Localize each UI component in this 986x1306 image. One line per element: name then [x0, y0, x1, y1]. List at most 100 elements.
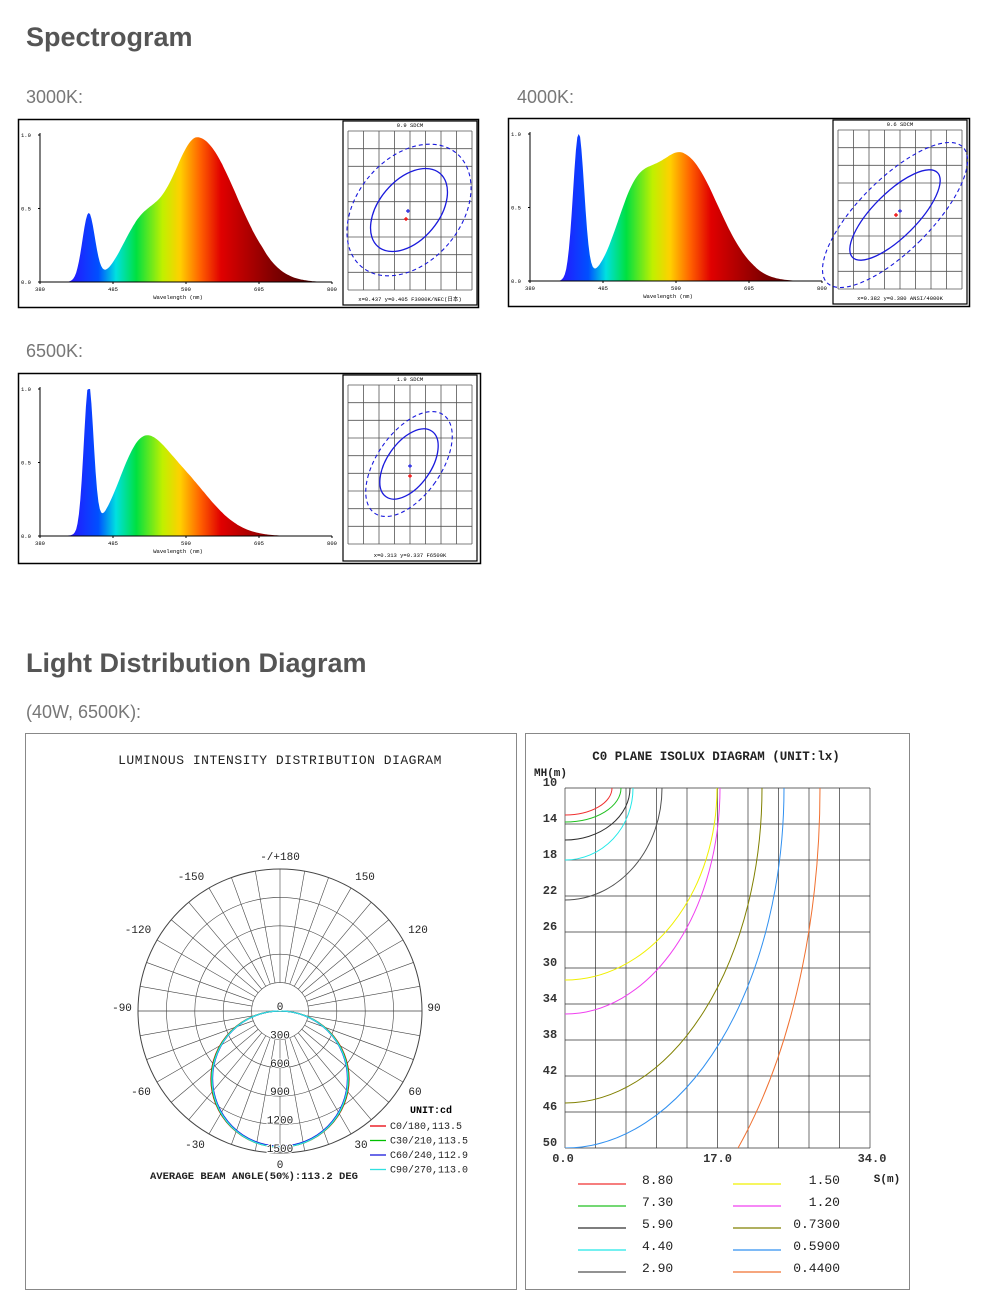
angle-label: 90 [427, 1003, 440, 1015]
x-tick-label: 695 [254, 286, 264, 293]
isolux-curve [565, 788, 718, 981]
y-tick-label: 10 [543, 776, 557, 790]
y-tick-label: 34 [543, 992, 557, 1006]
legend-label: 5.90 [642, 1217, 673, 1232]
y-tick-label: 50 [543, 1136, 557, 1150]
angle-label: 0 [277, 1160, 284, 1172]
y-tick-label: 38 [543, 1028, 557, 1042]
isolux-curve [737, 788, 821, 1148]
x-tick-label: 485 [108, 540, 118, 547]
legend-label: 0.4400 [793, 1261, 840, 1276]
x-tick-label: 0.0 [552, 1152, 574, 1166]
x-tick-label: 800 [327, 540, 337, 547]
axis-label: Wavelength (nm) [153, 548, 203, 555]
x-axis-label: S(m) [874, 1174, 900, 1186]
sdcm-ellipse [369, 167, 449, 253]
section-title: Light Distribution Diagram [26, 648, 367, 678]
x-tick-label: 380 [525, 285, 535, 292]
legend-label: 8.80 [642, 1173, 673, 1188]
x-tick-label: 695 [254, 540, 264, 547]
y-tick-label: 1.0 [511, 131, 521, 138]
x-tick-label: 695 [744, 285, 754, 292]
radius-label: 600 [270, 1059, 290, 1071]
x-tick-label: 485 [108, 286, 118, 293]
sdcm-ellipse-outer [365, 410, 453, 518]
axis-label: Wavelength (nm) [643, 293, 693, 300]
sdcm-title: 0.9 SDCM [397, 122, 423, 129]
angle-label: -90 [112, 1003, 132, 1015]
isolux-curve [565, 788, 721, 1015]
isolux-curve [565, 788, 622, 823]
subtitle: (40W, 6500K): [26, 702, 141, 722]
sdcm-title: 1.9 SDCM [397, 376, 423, 383]
angle-label: 150 [355, 872, 375, 884]
legend-label: 0.5900 [793, 1239, 840, 1254]
legend-label: 2.90 [642, 1261, 673, 1276]
radius-label: 1500 [267, 1144, 293, 1156]
y-tick-label: 42 [543, 1064, 557, 1078]
y-tick-label: 1.0 [21, 386, 31, 393]
y-tick-label: 0.5 [511, 205, 521, 212]
x-tick-label: 800 [327, 286, 337, 293]
sdcm-coords: x=0.437 y=0.405 F3000K/NEC(日本) [358, 295, 461, 303]
legend-label: C90/270,113.0 [390, 1165, 468, 1177]
panel-frame [17, 118, 480, 309]
isolux-curve [565, 788, 663, 901]
sdcm-ellipse [379, 428, 439, 500]
panel-frame [17, 372, 482, 565]
y-tick-label: 18 [543, 848, 557, 862]
x-tick-label: 17.0 [703, 1152, 732, 1166]
sdcm-point [894, 213, 898, 217]
legend-label: 4.40 [642, 1239, 673, 1254]
spectrum-curve [40, 389, 332, 536]
radius-label: 900 [270, 1087, 290, 1099]
isolux-curve [565, 788, 613, 816]
sdcm-coords: x=0.313 y=0.337 F6500K [374, 552, 447, 559]
polar-title: LUMINOUS INTENSITY DISTRIBUTION DIAGRAM [118, 753, 442, 768]
legend-label: 0.7300 [793, 1217, 840, 1232]
polar-curve [211, 1010, 349, 1148]
isolux-curve [565, 788, 785, 1148]
x-tick-label: 34.0 [858, 1152, 887, 1166]
x-tick-label: 380 [35, 540, 45, 547]
legend-label: 1.50 [809, 1173, 840, 1188]
legend-label: C60/240,112.9 [390, 1150, 468, 1162]
angle-label: -/+180 [260, 852, 300, 864]
panel-label: 3000K: [26, 87, 83, 107]
angle-label: -150 [178, 872, 204, 884]
sdcm-title: 0.6 SDCM [887, 121, 913, 128]
spectrum-curve [530, 134, 822, 281]
x-tick-label: 590 [671, 285, 681, 292]
y-tick-label: 0.0 [21, 533, 31, 540]
isolux-curve [565, 788, 763, 1104]
isolux-title: C0 PLANE ISOLUX DIAGRAM (UNIT:lx) [592, 750, 840, 764]
sdcm-point [404, 217, 408, 221]
angle-label: 120 [408, 925, 428, 937]
panel-label: 4000K: [517, 87, 574, 107]
angle-label: 30 [354, 1140, 367, 1152]
sdcm-ellipse [849, 169, 941, 261]
sdcm-point [408, 474, 412, 478]
y-tick-label: 30 [543, 956, 557, 970]
legend-label: C0/180,113.5 [390, 1121, 462, 1133]
panel-label: 6500K: [26, 341, 83, 361]
polar-frame [25, 733, 517, 1290]
isolux-curve [565, 788, 634, 861]
sdcm-point [406, 209, 410, 213]
x-tick-label: 485 [598, 285, 608, 292]
isolux-frame [525, 733, 910, 1290]
sdcm-point [898, 209, 902, 213]
y-tick-label: 0.0 [21, 279, 31, 286]
y-tick-label: 1.0 [21, 132, 31, 139]
radius-label: 1200 [267, 1116, 293, 1128]
panel-frame [507, 117, 971, 308]
legend-label: 7.30 [642, 1195, 673, 1210]
sdcm-coords: x=0.382 y=0.380 ANSI/4000K [857, 295, 944, 302]
y-tick-label: 14 [543, 812, 557, 826]
angle-label: -120 [125, 925, 151, 937]
y-axis-label: MH(m) [534, 768, 567, 780]
sdcm-ellipse-outer [346, 143, 472, 277]
y-tick-label: 0.5 [21, 206, 31, 213]
radius-label: 300 [270, 1030, 290, 1042]
